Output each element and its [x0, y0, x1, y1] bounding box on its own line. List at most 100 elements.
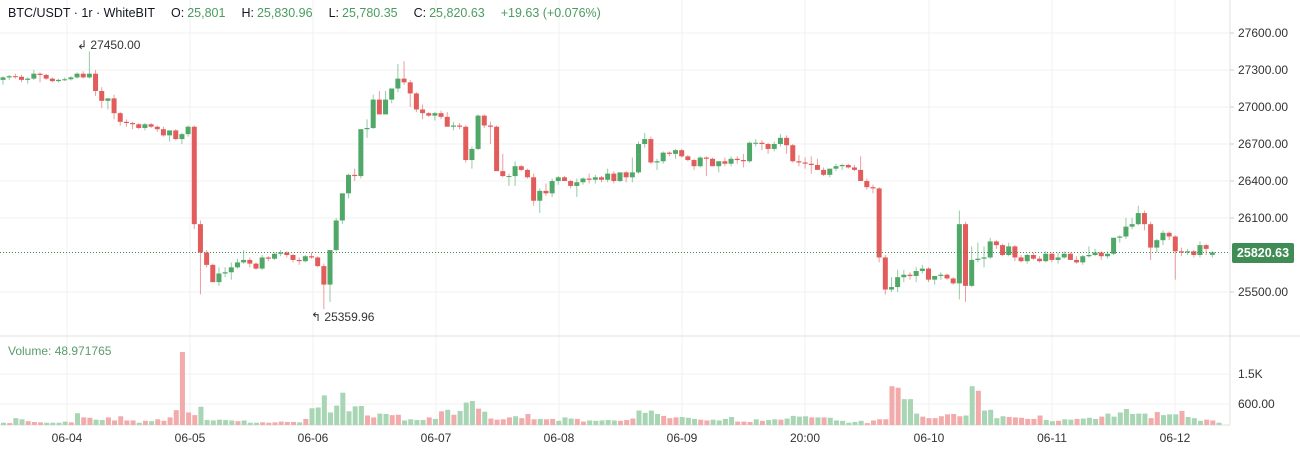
candle-body — [86, 73, 92, 78]
candle-body — [586, 178, 592, 180]
x-axis-label: 06-09 — [667, 431, 698, 445]
candle-body — [1154, 240, 1160, 248]
candle-body — [814, 164, 820, 170]
volume-bar — [870, 420, 876, 425]
volume-bar — [186, 412, 192, 425]
candle-body — [450, 125, 456, 127]
volume-bar — [1179, 410, 1185, 425]
candle-body — [432, 113, 438, 116]
candle-body — [870, 187, 876, 189]
candle-body — [148, 124, 154, 127]
x-axis-label: 06-11 — [1037, 431, 1067, 445]
volume-bar — [476, 408, 482, 425]
candle-body — [839, 164, 845, 167]
symbol-title[interactable]: BTC/USDT · 1r · WhiteBIT — [8, 6, 156, 20]
volume-bar — [945, 414, 951, 425]
volume-bar — [821, 417, 827, 425]
candle-body — [364, 127, 370, 130]
candle-body — [827, 168, 833, 175]
volume-bar — [93, 419, 99, 425]
volume-bar — [38, 422, 44, 425]
candle-body — [938, 274, 944, 276]
volume-bar — [506, 417, 512, 425]
volume-bar — [858, 420, 864, 425]
volume-bar — [469, 401, 475, 425]
candle-body — [919, 268, 925, 272]
candle-body — [1135, 213, 1141, 225]
volume-bar — [395, 414, 401, 425]
candle-body — [524, 169, 530, 178]
volume-bar — [309, 408, 315, 425]
volume-bar — [235, 421, 241, 425]
volume-bar — [790, 415, 796, 425]
volume-bar — [1056, 420, 1062, 425]
candle-body — [512, 166, 518, 177]
volume-bar — [1062, 419, 1068, 425]
volume-bar — [31, 421, 37, 425]
volume-bar — [179, 352, 185, 425]
volume-bar — [13, 418, 19, 425]
volume-bar — [642, 412, 648, 425]
volume-bar — [216, 419, 222, 425]
candle-body — [444, 116, 450, 127]
volume-bar — [685, 417, 691, 425]
candle-body — [25, 78, 31, 80]
candle-body — [636, 144, 642, 173]
candle-body — [420, 109, 426, 114]
volume-bar — [982, 410, 988, 425]
candle-body — [271, 253, 277, 259]
volume-bar — [883, 419, 889, 425]
volume-bar — [371, 417, 377, 425]
volume-bar — [1037, 415, 1043, 425]
volume-bar — [679, 417, 685, 425]
volume-bar — [877, 419, 883, 425]
volume-bar — [500, 419, 506, 425]
candle-body — [605, 173, 611, 180]
y-axis-label: 27300.00 — [1238, 63, 1288, 77]
candle-body — [765, 144, 771, 149]
candle-body — [802, 162, 808, 164]
volume-bar — [56, 422, 62, 425]
candle-body — [469, 148, 475, 161]
candle-body — [759, 142, 765, 144]
candle-body — [370, 99, 376, 128]
candle-body — [136, 124, 142, 128]
candle-body — [932, 275, 938, 280]
candle-body — [901, 274, 907, 278]
volume-bar — [698, 419, 704, 425]
volume-axis-label: 1.5K — [1238, 367, 1263, 381]
candle-body — [259, 257, 265, 269]
candle-body — [685, 156, 691, 161]
candle-body — [265, 257, 271, 259]
candle-body — [592, 177, 598, 180]
candle-body — [0, 77, 6, 80]
candle-body — [710, 158, 716, 167]
candle-body — [327, 250, 333, 285]
candle-body — [1197, 245, 1203, 255]
x-axis-label: 06-04 — [52, 431, 83, 445]
candle-body — [93, 73, 99, 91]
candle-body — [1203, 245, 1209, 249]
candle-body — [1185, 251, 1191, 253]
volume-bar — [574, 418, 580, 425]
volume-bar — [290, 421, 296, 425]
volume-bar — [445, 409, 451, 425]
volume-bar — [1185, 417, 1191, 425]
volume-bar — [1111, 416, 1117, 425]
volume-bar — [759, 420, 765, 425]
volume-bar — [383, 413, 389, 425]
volume-bar — [420, 420, 426, 425]
volume-bar — [1006, 417, 1012, 425]
candle-body — [728, 158, 734, 164]
volume-bar — [1148, 418, 1154, 425]
candle-body — [895, 277, 901, 288]
candle-body — [49, 78, 55, 82]
candle-body — [290, 255, 296, 260]
candle-body — [1178, 251, 1184, 253]
volume-bar — [482, 411, 488, 425]
volume-bar — [130, 420, 136, 425]
volume-bar — [692, 418, 698, 425]
volume-bar — [321, 395, 327, 425]
volume-bar — [142, 420, 148, 425]
